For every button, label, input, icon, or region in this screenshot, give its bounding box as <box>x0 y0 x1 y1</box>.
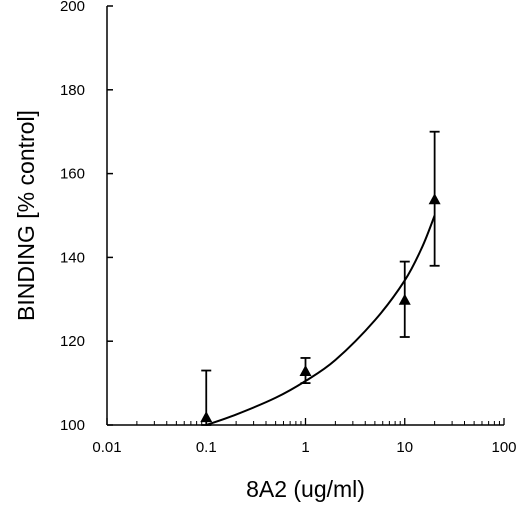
triangle-marker <box>428 193 441 205</box>
y-axis-title: BINDING [% control] <box>13 110 39 321</box>
y-tick-label: 180 <box>60 82 85 99</box>
x-tick-label: 10 <box>396 439 413 456</box>
x-tick-label: 0.1 <box>196 439 217 456</box>
tick-labels: 100 120 140 160 180 200 0.01 0.1 1 10 100 <box>60 0 517 456</box>
y-tick-label: 160 <box>60 166 85 183</box>
triangle-marker <box>200 411 213 423</box>
y-tick-label: 200 <box>60 0 85 15</box>
triangle-marker <box>398 293 411 305</box>
fit-curve <box>205 215 436 426</box>
x-tick-label: 0.01 <box>92 439 121 456</box>
x-axis-title: 8A2 (ug/ml) <box>246 476 365 502</box>
data-points <box>200 193 441 423</box>
y-tick-label: 120 <box>60 333 85 350</box>
error-bars <box>201 130 440 426</box>
y-tick-label: 140 <box>60 249 85 266</box>
x-tick-label: 100 <box>491 439 516 456</box>
x-tick-label: 1 <box>301 439 309 456</box>
triangle-marker <box>299 365 312 377</box>
fit-curve-layer <box>205 215 436 426</box>
y-tick-label: 100 <box>60 417 85 434</box>
